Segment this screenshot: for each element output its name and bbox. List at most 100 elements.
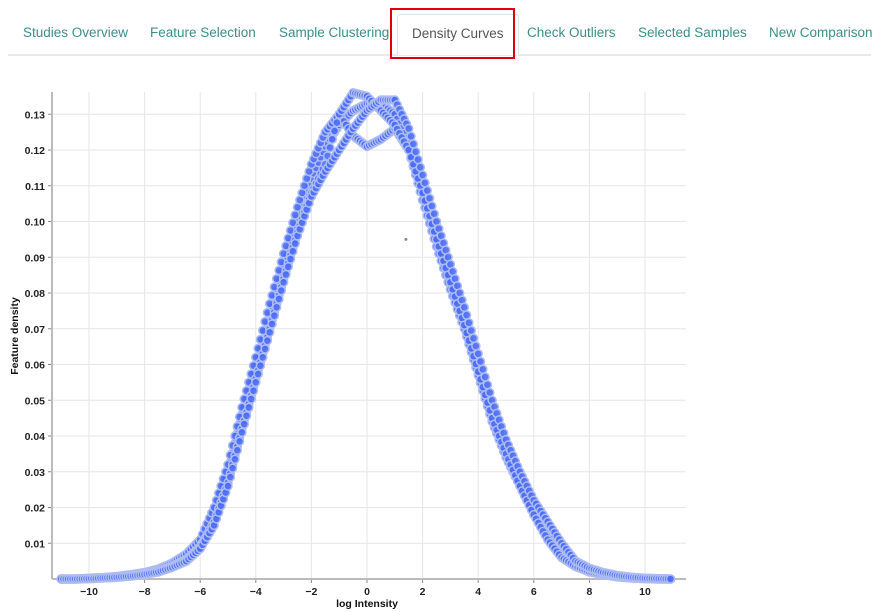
y-tick-label: 0.01	[25, 538, 46, 550]
data-point	[251, 377, 261, 388]
data-point	[230, 454, 240, 464]
x-tick-label: 8	[586, 586, 592, 598]
data-point	[478, 364, 488, 375]
data-point	[417, 170, 428, 180]
data-point	[325, 142, 335, 153]
tab-check-outliers[interactable]: Check Outliers	[527, 25, 616, 40]
data-point	[223, 481, 233, 491]
tab-bar: Studies Overview Feature Selection Sampl…	[8, 14, 873, 56]
data-point	[459, 302, 470, 313]
data-point	[264, 327, 275, 338]
x-tick-label: −8	[139, 586, 151, 598]
x-tick-label: −2	[305, 586, 317, 598]
x-tick-label: 6	[531, 586, 537, 598]
y-tick-label: 0.08	[25, 288, 46, 300]
data-point	[482, 380, 493, 390]
outlier-point	[404, 237, 408, 241]
data-point	[408, 139, 419, 149]
series-3	[56, 88, 676, 584]
data-point	[274, 294, 284, 304]
data-point	[468, 333, 479, 344]
x-tick-label: −4	[250, 586, 262, 598]
y-tick-label: 0.12	[25, 145, 46, 157]
data-point	[413, 154, 423, 165]
data-point	[271, 302, 282, 313]
y-tick-label: 0.10	[25, 217, 46, 229]
tab-selected-samples[interactable]: Selected Samples	[638, 25, 747, 40]
data-point	[461, 310, 472, 320]
data-point	[237, 427, 247, 438]
x-axis-label: log Intensity	[336, 598, 398, 610]
data-point	[480, 372, 490, 382]
data-point	[464, 318, 474, 328]
series-4	[56, 95, 676, 584]
data-point	[281, 269, 291, 280]
data-point	[285, 254, 296, 264]
data-point	[258, 352, 268, 363]
y-tick-label: 0.06	[25, 360, 46, 372]
data-point	[406, 131, 416, 142]
y-tick-label: 0.03	[25, 467, 46, 479]
series-2	[56, 109, 676, 584]
x-tick-label: 2	[420, 586, 426, 598]
data-point	[278, 277, 289, 288]
data-point	[248, 385, 259, 396]
tab-sample-clustering[interactable]: Sample Clustering	[279, 25, 390, 40]
active-tab-highlight	[390, 8, 515, 59]
data-point	[485, 387, 495, 398]
y-tick-label: 0.02	[25, 503, 46, 515]
data-point	[290, 238, 300, 249]
data-point	[269, 310, 280, 321]
y-tick-label: 0.11	[25, 181, 45, 193]
data-point	[473, 349, 483, 359]
ticks: −10 −8 −6 −4 −2 0 2 4 6 8 10 0.01 0.02 0.03 0.04 0.05 0.…	[25, 92, 686, 598]
y-tick-label: 0.13	[25, 109, 46, 121]
data-point	[276, 285, 287, 296]
data-point	[475, 356, 486, 367]
data-point	[422, 185, 432, 196]
y-tick-label: 0.05	[25, 395, 46, 407]
data-point	[420, 178, 430, 188]
data-point	[253, 369, 263, 379]
data-point	[241, 410, 252, 421]
x-tick-label: −10	[80, 586, 98, 598]
tab-density-curves[interactable]: Density Curves	[397, 14, 519, 55]
y-tick-label: 0.09	[25, 252, 46, 264]
tab-new-comparison[interactable]: New Comparison	[769, 25, 873, 40]
data-point	[262, 335, 273, 346]
tab-studies-overview[interactable]: Studies Overview	[23, 25, 129, 40]
x-tick-label: −6	[194, 586, 206, 598]
data-point	[403, 123, 414, 134]
tab-feature-selection[interactable]: Feature Selection	[150, 25, 256, 40]
y-tick-label: 0.07	[25, 324, 46, 336]
data-point	[471, 341, 481, 351]
data-point	[225, 472, 236, 482]
data-point	[427, 201, 437, 211]
data-point	[244, 402, 254, 413]
x-tick-label: 10	[639, 586, 651, 598]
x-tick-label: 0	[364, 586, 370, 598]
data-point	[267, 319, 277, 329]
data-point	[332, 117, 342, 128]
data-point	[246, 394, 256, 404]
data-point	[288, 246, 298, 257]
data-point	[329, 126, 340, 136]
data-point	[232, 445, 243, 456]
data-point	[665, 574, 676, 584]
points	[56, 88, 676, 584]
data-point	[234, 436, 245, 447]
y-axis-label: Feature density	[9, 297, 21, 375]
data-point	[239, 419, 249, 429]
grid	[52, 92, 686, 579]
data-point	[255, 360, 266, 371]
data-point	[327, 134, 337, 145]
data-point	[227, 463, 238, 473]
data-point	[466, 325, 476, 336]
y-tick-label: 0.04	[25, 431, 46, 443]
data-point	[260, 344, 270, 354]
data-point	[429, 209, 439, 219]
data-point	[410, 147, 421, 157]
data-point	[415, 162, 426, 173]
data-point	[424, 193, 435, 204]
